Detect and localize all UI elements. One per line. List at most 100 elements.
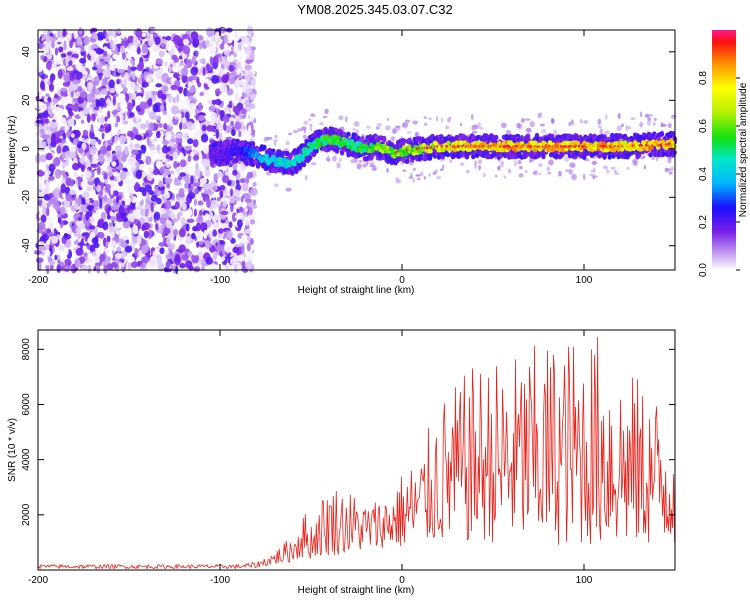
spectrogram-cell (73, 202, 79, 209)
spectrogram-cell (246, 242, 251, 252)
spectrogram-cell (219, 57, 223, 62)
spectrogram-cell (338, 115, 344, 121)
spectrogram-cell (205, 240, 210, 250)
spectrogram-cell (120, 241, 128, 248)
spectrogram-cell (148, 122, 155, 132)
spectrogram-cell (245, 254, 252, 262)
spectrogram-cell (144, 208, 149, 218)
spectrogram-cell (99, 145, 107, 156)
spectrogram-cell (656, 156, 659, 162)
spectrogram-cell (86, 204, 94, 211)
spectrogram-cell (178, 87, 183, 94)
spectrogram-cell (602, 165, 607, 169)
spectrogram-cell (187, 138, 194, 145)
spectrogram-cell (208, 45, 217, 55)
spectrogram-cell (568, 168, 573, 175)
spectrogram-cell (63, 97, 69, 106)
spectrogram-cell (78, 222, 87, 230)
spectrogram-cell (238, 206, 244, 213)
spectrogram-cell (228, 100, 233, 108)
spectrogram-cell (209, 56, 213, 66)
spectrogram-cell (38, 71, 43, 76)
spectrogram-cell (166, 146, 171, 152)
spectrogram-cell (69, 39, 73, 49)
spectrogram-cell (610, 167, 616, 170)
spectrogram-cell (190, 175, 194, 185)
spectrogram-cell (158, 50, 165, 58)
spectrogram-cell (138, 250, 143, 258)
spectrogram-cell (83, 35, 90, 46)
spectrogram-cell (186, 218, 195, 223)
spectrogram-cell (45, 35, 54, 43)
spectrogram-cell (460, 122, 462, 127)
spectrogram-cell (63, 265, 70, 273)
spectrogram-cell (318, 130, 323, 136)
spectrogram-cell (89, 244, 96, 253)
spectrogram-cell (54, 58, 63, 65)
spectrogram-cell (174, 201, 180, 210)
spectrogram-cell (231, 129, 236, 137)
spectrogram-cell (77, 216, 83, 221)
spectrogram-cell (240, 108, 247, 115)
spectrogram-cell (140, 73, 145, 79)
spectrogram-cell (174, 256, 181, 266)
spectrogram-cell (45, 207, 50, 217)
spectrogram-cell (165, 199, 172, 210)
spectrogram-cell (375, 125, 381, 130)
spectrogram-cell (500, 160, 505, 166)
spectrogram-cell (89, 138, 97, 146)
spectrogram-cell (449, 159, 453, 164)
spectrogram-cell (514, 160, 517, 167)
spectrogram-cell (412, 178, 416, 183)
spectrogram-cell (420, 171, 424, 177)
spectrogram-cell (182, 38, 190, 46)
spectrogram-cell (56, 264, 61, 273)
spectrogram-cell (215, 129, 220, 139)
spectrogram-cell (106, 171, 113, 178)
spectrogram-cell (165, 154, 171, 160)
spectrogram-cell (478, 127, 484, 130)
spectrogram-cell (81, 142, 87, 151)
spectrogram-cell (183, 45, 191, 55)
spectrogram-cell (319, 122, 324, 126)
spectrogram-cell (177, 142, 183, 152)
spectrogram-cell (241, 57, 245, 67)
spectrogram-cell (236, 262, 242, 271)
spectrogram-cell (187, 95, 195, 101)
spectrogram-cell (161, 94, 167, 100)
spectrogram-cell (123, 86, 128, 93)
spectrogram-cell (232, 169, 238, 176)
spectrogram-cell (236, 212, 241, 218)
spectrogram-cell (115, 195, 120, 204)
spectrogram-cell (439, 139, 444, 145)
spectrogram-cell (210, 112, 217, 120)
spectrogram-cell (89, 145, 98, 155)
spectrogram-cell (646, 120, 652, 126)
spectrogram-cell (121, 31, 125, 40)
spectrogram-cell (563, 155, 570, 162)
spectrogram-cell (162, 145, 169, 154)
spectrogram-cell (40, 54, 45, 61)
spectrogram-cell (244, 43, 248, 48)
spectrogram-cell (216, 244, 223, 253)
spectrogram-cell (42, 141, 47, 150)
spectrogram-cell (96, 31, 105, 41)
spectrogram-cell (44, 227, 47, 234)
spectrogram-cell (203, 229, 208, 240)
spectrogram-cell (445, 125, 450, 130)
spectrogram-cell (212, 264, 220, 274)
spectrogram-cell (196, 241, 200, 248)
spectrogram-cell (44, 249, 51, 257)
spectrogram-cell (93, 80, 99, 86)
spectrogram-cell (81, 232, 90, 237)
spectrogram-cell (230, 202, 234, 213)
spectrogram-cell (404, 124, 407, 129)
spectrogram-cell (88, 225, 96, 230)
spectrogram-cell (327, 155, 330, 159)
spectrogram-cell (252, 182, 257, 187)
spectrogram-cell (285, 140, 290, 146)
spectrogram-cell (199, 178, 208, 184)
spectrogram-cell (124, 145, 129, 156)
spectrogram-cell (262, 144, 267, 150)
